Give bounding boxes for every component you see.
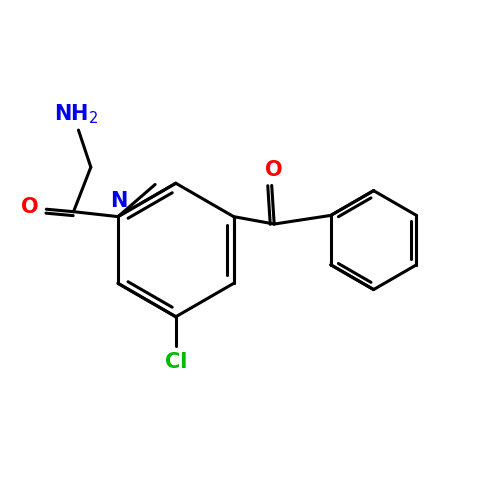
Text: O: O [266,160,283,180]
Text: O: O [22,196,39,216]
Text: N: N [110,190,128,210]
Text: Cl: Cl [164,352,187,372]
Text: NH$_2$: NH$_2$ [54,102,98,126]
